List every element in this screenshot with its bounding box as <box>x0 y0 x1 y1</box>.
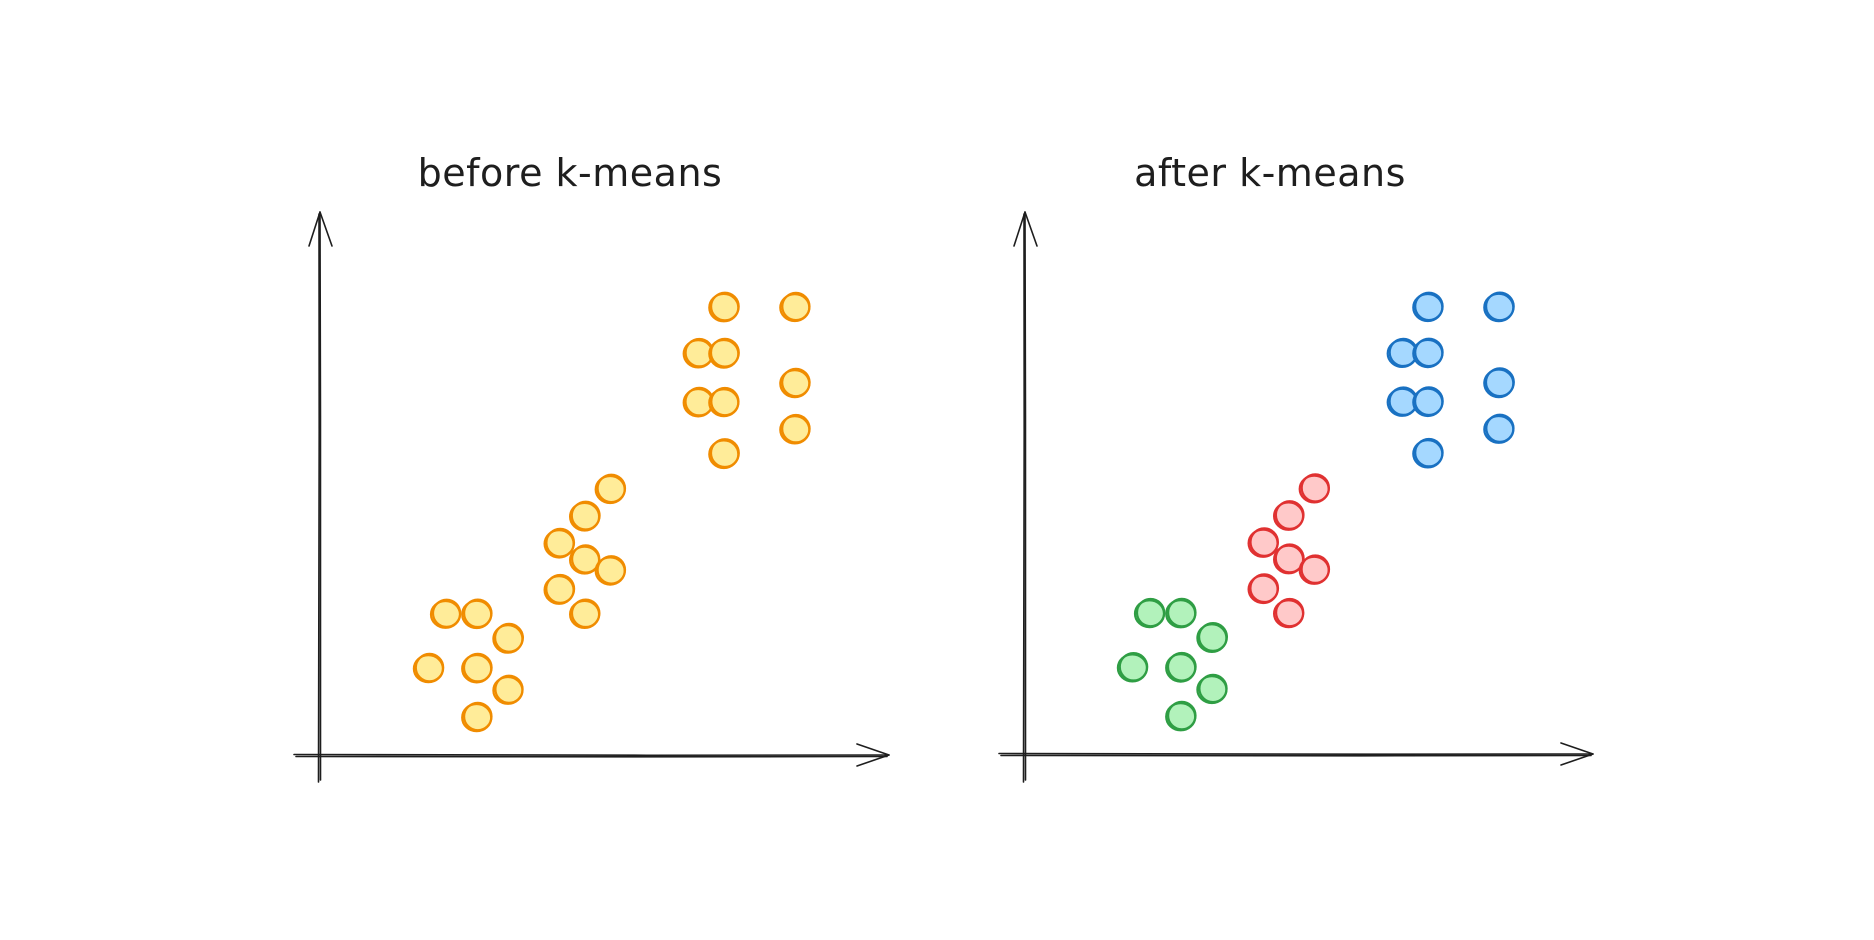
scatter-point <box>461 701 493 733</box>
scatter-point <box>1133 597 1166 629</box>
scatter-point <box>543 527 576 559</box>
scatter-point <box>1165 700 1197 732</box>
scatter-point <box>682 337 715 369</box>
after-x-axis <box>998 742 1594 766</box>
scatter-point <box>779 367 811 399</box>
scatter-point <box>1298 473 1331 504</box>
scatter-point <box>461 652 493 684</box>
scatter-point <box>429 598 462 629</box>
scatter-point <box>568 598 601 630</box>
scatter-point <box>461 598 493 630</box>
scatter-point <box>568 500 601 532</box>
scatter-point <box>1412 386 1444 418</box>
scatter-point <box>1247 573 1280 605</box>
scatter-point <box>1165 597 1197 629</box>
before-x-axis <box>293 743 890 767</box>
scatter-point <box>1272 597 1305 629</box>
scatter-point <box>543 573 576 605</box>
scatter-point <box>1272 500 1305 531</box>
scatter-point <box>1247 527 1279 558</box>
scatter-point <box>1298 554 1331 585</box>
scatter-point <box>1412 437 1444 469</box>
scatter-point <box>708 438 740 470</box>
scatter-point <box>1165 651 1197 683</box>
scatter-point <box>1483 367 1515 399</box>
scatter-point <box>1483 413 1515 444</box>
scatter-point <box>1272 543 1305 575</box>
scatter-point <box>1116 651 1149 683</box>
scatter-point <box>412 652 445 684</box>
before-kmeans-panel: before k-means <box>293 151 890 783</box>
scatter-point <box>1196 673 1228 705</box>
before-kmeans-title: before k-means <box>418 151 723 195</box>
scatter-point <box>708 337 740 369</box>
after-kmeans-title: after k-means <box>1134 151 1406 195</box>
after-kmeans-panel: after k-means <box>998 151 1594 783</box>
before-kmeans-points <box>412 291 811 733</box>
scatter-point <box>594 473 627 505</box>
scatter-point <box>779 413 811 445</box>
after-y-axis <box>1013 211 1038 783</box>
scatter-point <box>1386 337 1419 369</box>
scatter-point <box>708 291 740 323</box>
scatter-point <box>1412 337 1444 369</box>
before-y-axis <box>308 211 333 783</box>
scatter-point <box>594 555 627 586</box>
scatter-point <box>1483 291 1515 323</box>
scatter-point <box>492 622 525 654</box>
scatter-point <box>1412 291 1444 323</box>
scatter-point <box>779 291 811 323</box>
scatter-point <box>568 544 601 575</box>
scatter-point <box>492 674 524 705</box>
scatter-point <box>708 386 740 418</box>
after-kmeans-points <box>1116 291 1515 732</box>
scatter-point <box>1196 621 1228 653</box>
